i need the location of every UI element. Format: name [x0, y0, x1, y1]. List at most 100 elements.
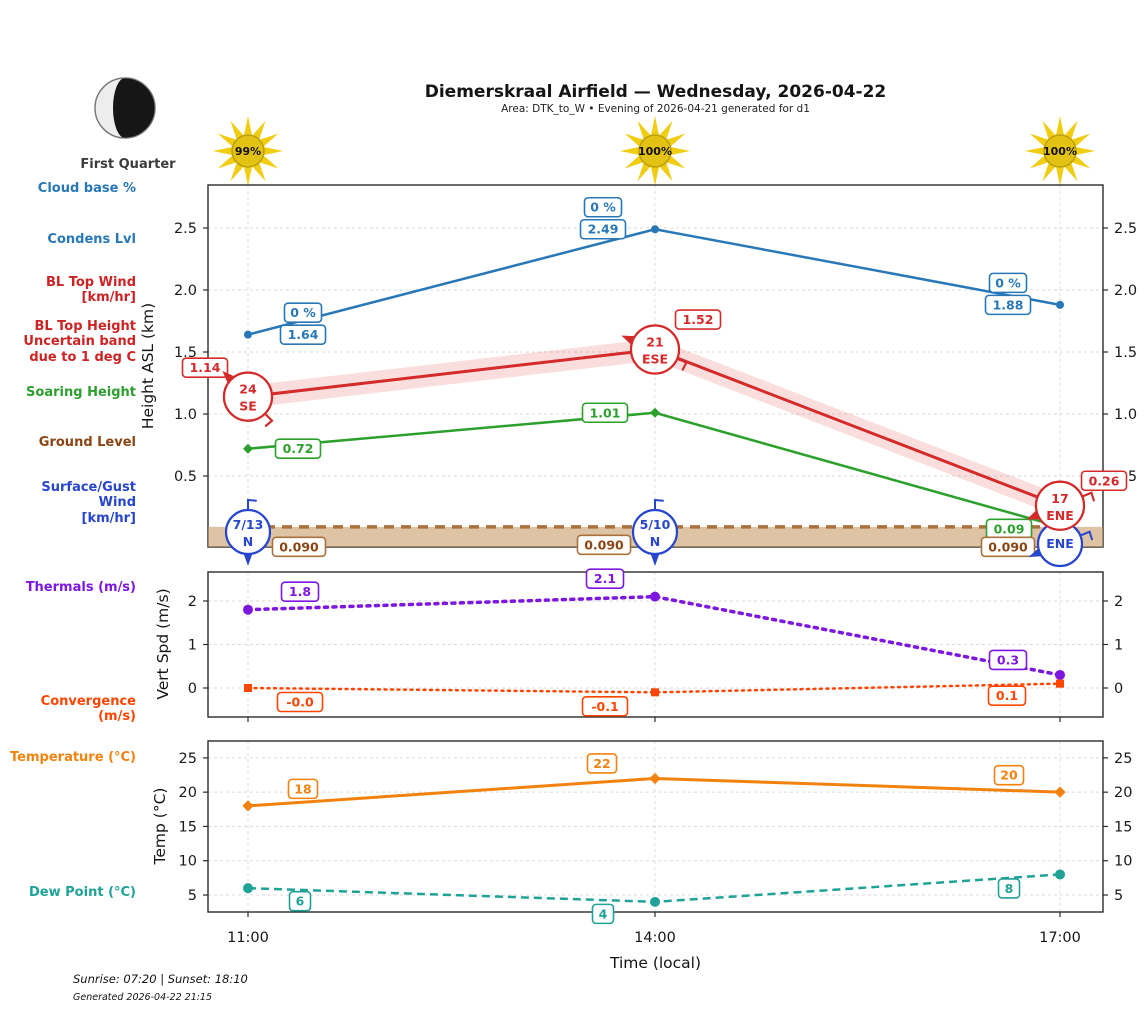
chart-2-series — [242, 772, 1066, 907]
value-box — [586, 753, 618, 774]
wind-tail — [654, 498, 664, 512]
marker — [1054, 786, 1066, 798]
chart-2-labels: 18 22 20 6 4 8 — [287, 753, 1025, 925]
ytick-label-right: 25 — [1114, 751, 1132, 767]
legend-thermals: Thermals (m/s) — [25, 580, 136, 595]
value-box — [276, 691, 324, 713]
ytick-label-right: 2.0 — [1114, 283, 1137, 299]
value-box — [997, 878, 1021, 899]
value-text: 0.090 — [279, 539, 319, 554]
ytick-label-right: 15 — [1114, 819, 1132, 835]
sun-ray — [659, 120, 673, 139]
marker — [243, 604, 253, 615]
wind-dir: ESE — [642, 352, 668, 367]
sun-ray — [260, 133, 279, 147]
uncertainty-band — [248, 338, 1060, 517]
ytick-label-right: 10 — [1114, 854, 1132, 870]
wind-speed: 24 — [239, 382, 257, 397]
sun-ray — [213, 147, 232, 155]
sun-ray — [1072, 133, 1091, 147]
moon-shadow — [113, 78, 155, 138]
chart-border — [207, 571, 1104, 718]
marker — [243, 443, 253, 454]
value-box — [993, 764, 1025, 786]
moon-outline — [94, 77, 156, 139]
sun-ray — [230, 120, 244, 139]
marker — [650, 407, 660, 418]
value-text: 0 % — [995, 275, 1021, 290]
series-line — [247, 227, 1061, 336]
value-box — [581, 696, 629, 717]
value-text: 0 % — [290, 305, 316, 320]
value-text: 0 % — [590, 200, 616, 215]
sun-ray — [217, 133, 236, 147]
value-text: 1.8 — [289, 584, 311, 599]
moon-phase-label: First Quarter — [80, 157, 176, 172]
value-text: 0.090 — [988, 539, 1028, 554]
xtick-label: 17:00 — [1039, 930, 1081, 946]
value-box — [585, 568, 625, 589]
value-box — [271, 536, 327, 558]
wind-speed: 21 — [646, 335, 663, 350]
sun-ray — [217, 155, 236, 169]
wind-circle — [222, 371, 274, 422]
value-text: -0.0 — [286, 695, 314, 710]
ytick-label-right: 5 — [1114, 888, 1123, 904]
marker — [244, 330, 252, 339]
page-subtitle: Area: DTK_to_W • Evening of 2026-04-21 g… — [501, 103, 810, 115]
sun-ray — [1072, 155, 1091, 169]
sun-ray — [1029, 155, 1048, 169]
sun-ray — [1042, 163, 1056, 182]
marker — [651, 688, 659, 697]
marker — [1055, 869, 1065, 880]
chart-1-labels: 1.8 2.1 0.3 -0.0 -0.1 0.1 — [276, 568, 1028, 717]
sun-percent: 100% — [638, 145, 672, 158]
sunrise-sunset-note: Sunrise: 07:20 | Sunset: 18:10 — [73, 972, 248, 986]
value-text: 8 — [1005, 881, 1014, 896]
value-text: -0.1 — [591, 699, 618, 714]
marker — [650, 591, 660, 602]
value-text: 4 — [599, 906, 608, 921]
sun-icon: 100% — [1025, 116, 1095, 186]
value-text: 1.14 — [190, 360, 221, 375]
ytick-label-right: 0 — [1114, 681, 1123, 697]
sun-ray — [651, 116, 659, 135]
value-box — [591, 903, 615, 925]
sun-ray — [1029, 133, 1048, 147]
sun-ray — [1042, 120, 1056, 139]
ytick-label-left: 25 — [179, 751, 197, 767]
legend-dew-point: Dew Point (°C) — [29, 885, 136, 900]
sun-ray — [230, 163, 244, 182]
legend-ground-level: Ground Level — [38, 435, 136, 450]
sun-percent: 99% — [235, 145, 261, 158]
value-box — [984, 294, 1032, 316]
sun-ray — [637, 120, 651, 139]
sun-ray — [260, 155, 279, 169]
ytick-label-right: 1.0 — [1114, 407, 1137, 423]
marker — [1056, 679, 1064, 688]
value-box — [980, 536, 1036, 558]
xtick-label: 14:00 — [634, 930, 676, 946]
sun-disk — [231, 134, 265, 168]
sun-ray — [264, 147, 283, 155]
ytick-label-left: 20 — [179, 785, 197, 801]
wind-tail — [263, 411, 274, 427]
ytick-label-left: 5 — [188, 888, 197, 904]
sun-ray — [1064, 120, 1078, 139]
wind-tail — [1078, 530, 1093, 541]
value-text: 1.52 — [683, 312, 714, 327]
moon-icon — [94, 77, 156, 139]
sun-ray — [1064, 163, 1078, 182]
sun-disk — [638, 134, 672, 168]
ytick-label-left: 0 — [188, 681, 197, 697]
legend-convergence: Convergence (m/s) — [40, 694, 136, 725]
wind-dir: N — [243, 534, 253, 549]
legend-soaring-height: Soaring Height — [26, 385, 136, 400]
marker — [1055, 669, 1065, 680]
sun-ray — [252, 120, 266, 139]
wind-tail — [675, 357, 688, 371]
value-text: 1.88 — [993, 297, 1024, 312]
wind-arrow — [242, 551, 254, 566]
sun-ray — [1076, 147, 1095, 155]
